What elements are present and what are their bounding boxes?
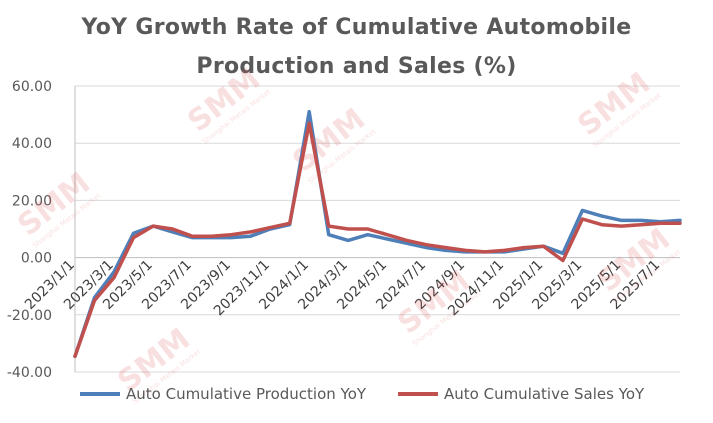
axes	[74, 86, 680, 372]
y-tick-label: 60.00	[12, 79, 52, 95]
series-lines	[73, 109, 682, 359]
series-line-sales	[73, 121, 682, 359]
legend: Auto Cumulative Production YoY Auto Cumu…	[0, 385, 713, 409]
legend-label-production: Auto Cumulative Production YoY	[126, 385, 367, 403]
legend-item-sales: Auto Cumulative Sales YoY	[398, 385, 644, 403]
y-tick-labels: -40.00 -20.00 0.00 20.00 40.00 60.00	[7, 79, 52, 381]
y-tick-label: 20.00	[12, 193, 52, 209]
legend-item-production: Auto Cumulative Production YoY	[80, 385, 366, 403]
y-tick-label: 0.00	[21, 251, 52, 267]
legend-swatch-production	[80, 392, 120, 396]
y-tick-label: -40.00	[7, 365, 52, 381]
legend-swatch-sales	[398, 392, 438, 396]
legend-label-sales: Auto Cumulative Sales YoY	[444, 385, 645, 403]
chart-title-line-1: YoY Growth Rate of Cumulative Automobile	[81, 15, 632, 40]
y-tick-label: -20.00	[7, 308, 52, 324]
gridlines	[75, 85, 680, 373]
series-line-production	[73, 109, 682, 359]
y-tick-label: 40.00	[12, 136, 52, 152]
chart-title-line-2: Production and Sales (%)	[196, 54, 517, 79]
